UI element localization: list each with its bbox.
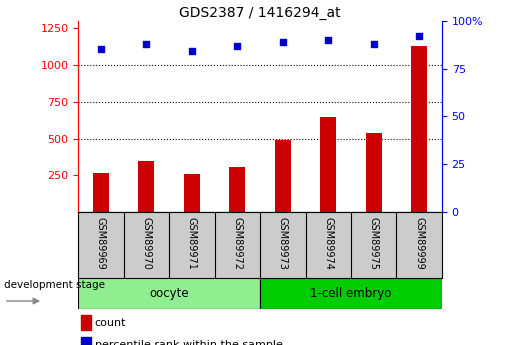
Text: GSM89971: GSM89971 — [187, 217, 197, 270]
Text: development stage: development stage — [4, 280, 105, 290]
Text: GSM89973: GSM89973 — [278, 217, 288, 270]
Text: GSM89999: GSM89999 — [414, 217, 424, 270]
Bar — [366, 132, 382, 212]
Text: percentile rank within the sample: percentile rank within the sample — [95, 339, 283, 345]
Bar — [260, 278, 442, 309]
Bar — [138, 161, 155, 212]
Bar — [320, 117, 336, 212]
Bar — [78, 278, 260, 309]
Text: GSM89969: GSM89969 — [96, 217, 106, 270]
Text: count: count — [95, 318, 126, 327]
Point — [142, 41, 150, 47]
Point — [97, 47, 105, 52]
Point — [415, 33, 423, 39]
Bar — [275, 140, 291, 212]
Title: GDS2387 / 1416294_at: GDS2387 / 1416294_at — [179, 6, 341, 20]
Text: GSM89975: GSM89975 — [369, 217, 379, 270]
Text: GSM89974: GSM89974 — [323, 217, 333, 270]
Point — [233, 43, 241, 48]
Bar — [184, 174, 200, 212]
Point — [188, 49, 196, 54]
Point — [324, 37, 332, 43]
Text: GSM89972: GSM89972 — [232, 217, 242, 270]
Point — [370, 41, 378, 47]
Point — [279, 39, 287, 45]
Text: GSM89970: GSM89970 — [141, 217, 152, 270]
Bar — [81, 315, 91, 329]
Text: 1-cell embryo: 1-cell embryo — [310, 287, 392, 300]
Bar — [411, 46, 427, 212]
Bar — [81, 337, 91, 345]
Text: oocyte: oocyte — [149, 287, 189, 300]
Bar — [93, 173, 109, 212]
Bar — [229, 167, 245, 212]
